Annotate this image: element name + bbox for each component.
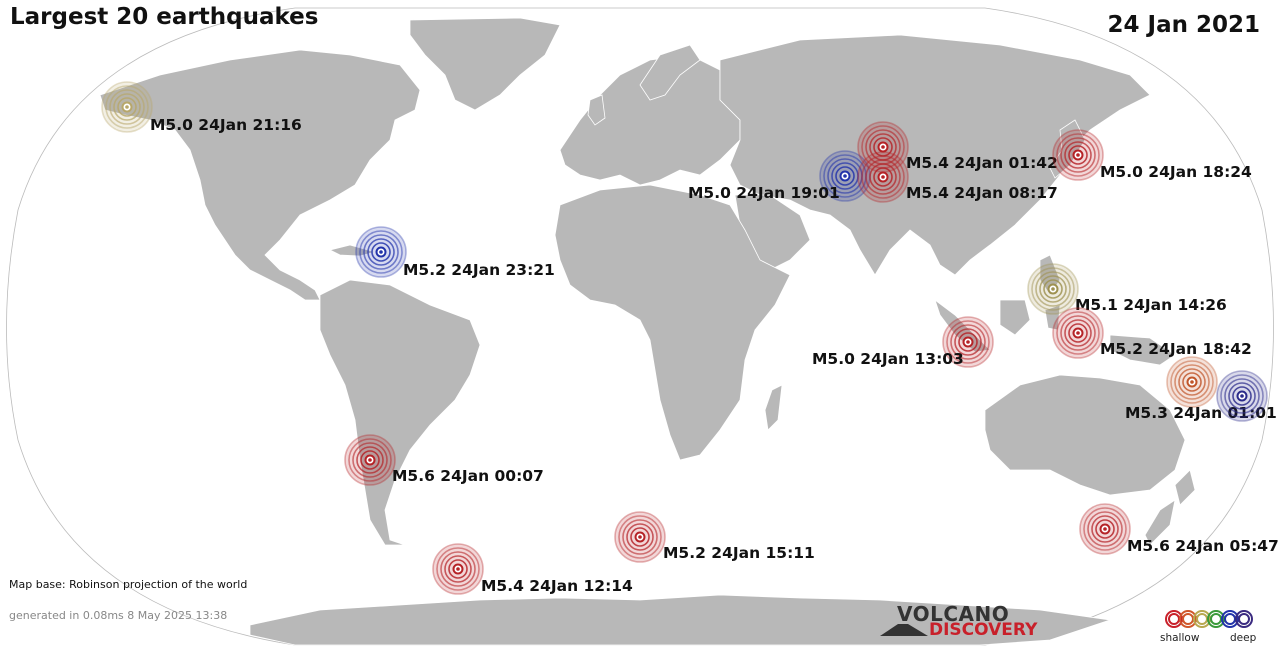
generated-note: generated in 0.08ms 8 May 2025 13:38	[9, 609, 228, 622]
quake-rings-icon	[1216, 370, 1268, 422]
land-madagascar	[764, 384, 783, 431]
quake-rings-icon	[614, 511, 666, 563]
map-title: Largest 20 earthquakes	[10, 4, 319, 30]
quake-rings-icon	[1052, 129, 1104, 181]
land-australia	[984, 374, 1186, 496]
land-new-zealand-south	[1144, 499, 1176, 546]
land-greenland	[409, 17, 561, 111]
quake-rings-icon	[1052, 307, 1104, 359]
quake-label: M5.6 24Jan 00:07	[392, 467, 544, 485]
quake-label: M5.1 24Jan 14:26	[1075, 296, 1227, 314]
land-borneo	[999, 299, 1031, 336]
volcano-discovery-logo[interactable]: VOLCANO DISCOVERY	[880, 602, 1040, 642]
land-scandinavia	[639, 44, 701, 101]
quake-label: M5.0 24Jan 19:01	[688, 184, 840, 202]
logo-line2: DISCOVERY	[929, 620, 1038, 640]
quake-rings-icon	[1166, 356, 1218, 408]
land-north-america	[99, 49, 421, 301]
depth-legend: shallow deep	[1160, 608, 1270, 648]
quake-rings-icon	[344, 434, 396, 486]
quake-label: M5.2 24Jan 23:21	[403, 261, 555, 279]
quake-rings-icon	[101, 81, 153, 133]
land-new-zealand	[1174, 469, 1196, 506]
volcano-icon	[880, 624, 928, 636]
quake-label: M5.0 24Jan 21:16	[150, 116, 302, 134]
quake-label: M5.6 24Jan 05:47	[1127, 537, 1279, 555]
quake-rings-icon	[942, 316, 994, 368]
quake-rings-icon	[857, 151, 909, 203]
land-south-america	[319, 279, 481, 546]
quake-label: M5.0 24Jan 13:03	[812, 350, 964, 368]
map-date: 24 Jan 2021	[1107, 12, 1261, 38]
quake-rings-icon	[1027, 263, 1079, 315]
quake-label: M5.2 24Jan 15:11	[663, 544, 815, 562]
quake-label: M5.0 24Jan 18:24	[1100, 163, 1252, 181]
quake-rings-icon	[432, 543, 484, 595]
quake-label: M5.4 24Jan 12:14	[481, 577, 633, 595]
quake-label: M5.4 24Jan 08:17	[906, 184, 1058, 202]
land-new-guinea	[1109, 334, 1176, 366]
land-europe	[559, 54, 741, 186]
map-base-note: Map base: Robinson projection of the wor…	[9, 578, 248, 591]
legend-shallow-label: shallow	[1160, 632, 1200, 644]
depth-rings-icon	[1165, 610, 1253, 628]
logo-line1: VOLCANO	[897, 602, 1010, 626]
land-japan	[1049, 119, 1086, 179]
land-uk	[587, 94, 606, 126]
land-africa	[554, 184, 791, 461]
land-asia	[719, 34, 1151, 276]
quake-label: M5.4 24Jan 01:42	[906, 154, 1058, 172]
quake-rings-icon	[355, 226, 407, 278]
quake-label: M5.2 24Jan 18:42	[1100, 340, 1252, 358]
legend-deep-label: deep	[1230, 632, 1257, 644]
quake-rings-icon	[1079, 503, 1131, 555]
